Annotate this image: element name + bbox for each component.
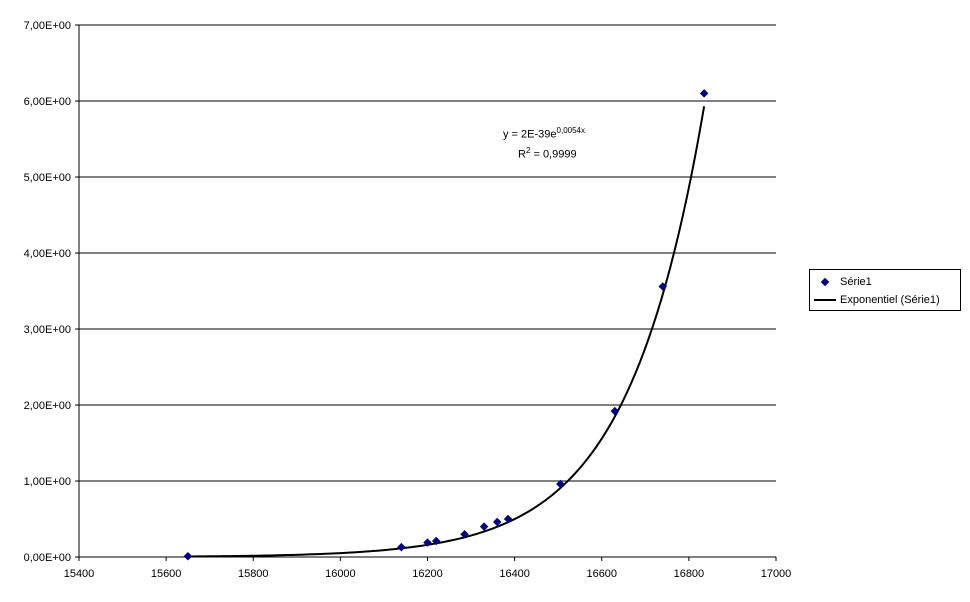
r-squared-line: R2 = 0,9999 (503, 143, 585, 163)
x-tick-label: 15600 (151, 568, 182, 580)
x-tick-label: 16800 (674, 568, 705, 580)
y-tick-label: 1,00E+00 (24, 476, 71, 488)
x-tick-label: 17000 (761, 568, 792, 580)
trendline (187, 106, 706, 558)
diamond-marker-icon (810, 277, 840, 287)
x-tick-label: 16000 (325, 568, 356, 580)
data-point (658, 282, 667, 291)
legend-label-series1: Série1 (840, 276, 872, 288)
data-point (183, 551, 193, 561)
data-points (183, 89, 709, 561)
data-point (503, 514, 513, 524)
x-tick-label: 15400 (64, 568, 95, 580)
x-tick-label: 16400 (499, 568, 530, 580)
y-tick-label: 3,00E+00 (24, 324, 71, 336)
r-squared-label: R (518, 148, 526, 161)
data-point (431, 536, 441, 546)
data-point (479, 522, 489, 531)
data-point (699, 89, 709, 98)
y-tick-label: 4,00E+00 (24, 248, 71, 260)
equation-exponent: 0,0054x (556, 126, 585, 135)
data-point (610, 406, 620, 416)
data-point (423, 538, 432, 547)
y-tick-label: 6,00E+00 (24, 96, 71, 108)
legend-item-trendline: Exponentiel (Série1) (810, 292, 940, 308)
legend-item-series1: Série1 (810, 274, 872, 290)
legend: Série1 Exponentiel (Série1) (809, 269, 961, 311)
r-squared-value: = 0,9999 (530, 148, 577, 161)
data-point (556, 479, 565, 489)
data-point (492, 517, 502, 527)
trendline-equation: y = 2E-39e0,0054x R2 = 0,9999 (503, 123, 585, 162)
equation-line: y = 2E-39e0,0054x (503, 123, 585, 143)
x-tick-label: 16600 (586, 568, 617, 580)
y-tick-label: 7,00E+00 (24, 20, 71, 32)
y-tick-label: 5,00E+00 (24, 172, 71, 184)
y-tick-labels: 0,00E+00 1,00E+00 2,00E+00 3,00E+00 4,00E+00… (24, 20, 71, 564)
x-tick-label: 15800 (238, 568, 269, 580)
x-tick-label: 16200 (412, 568, 443, 580)
y-tick-label: 0,00E+00 (24, 552, 71, 564)
data-point (397, 542, 406, 552)
line-marker-icon (814, 299, 836, 301)
gridlines (75, 24, 776, 558)
x-tick-labels: 15400 15600 15800 16000 16200 16400 16600 16800… (64, 568, 792, 580)
data-point (460, 529, 469, 539)
y-tick-label: 2,00E+00 (24, 400, 71, 412)
r-squared-exponent: 2 (525, 145, 531, 155)
legend-label-trendline: Exponentiel (Série1) (840, 294, 940, 306)
equation-text: y = 2E-39e (503, 128, 557, 141)
